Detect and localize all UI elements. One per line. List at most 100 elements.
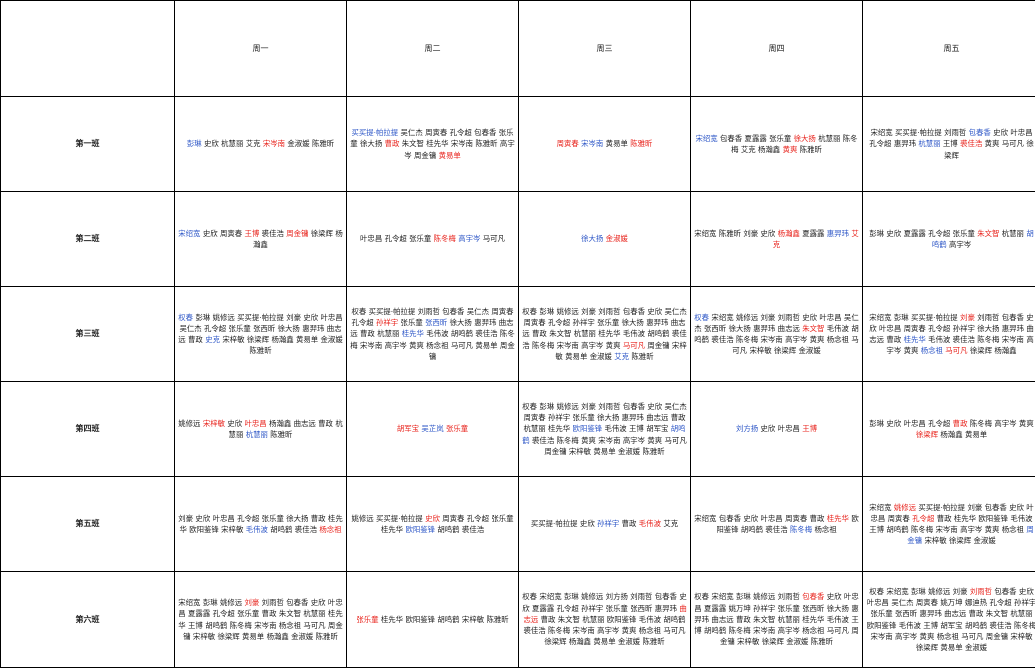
person-name: 史欣 [311, 598, 326, 607]
person-name: 王博 [869, 525, 884, 534]
person-name: 朱文智 [977, 229, 999, 238]
person-name: 金淑媛 [590, 352, 612, 361]
person-name: 黄爽 [409, 341, 424, 350]
person-name: 宋绍宽 [711, 592, 733, 601]
person-name: 孔令超 [928, 324, 950, 333]
person-name: 杭慧丽 [918, 139, 940, 148]
person-name: 金淑媛 [291, 632, 313, 641]
person-name: 朱文智 [279, 609, 301, 618]
person-name: 史欣 [647, 307, 662, 316]
person-name: 裘佳浩 [765, 525, 787, 534]
person-name: 裘佳浩 [960, 139, 982, 148]
person-name: 宋绍宽 [539, 592, 561, 601]
person-name: 杨瀚鑫 [940, 430, 962, 439]
person-name: 宋岑南 [870, 632, 892, 641]
person-name: 毛伟波 [426, 329, 448, 338]
person-name: 毛伟波 [928, 335, 950, 344]
person-name: 陈雅昕 [811, 637, 833, 646]
person-name: 曲志远 [711, 615, 733, 624]
person-name: 毛伟波 [639, 519, 661, 528]
person-name: 张西昕 [802, 604, 824, 613]
person-name: 张乐童 [606, 604, 628, 613]
person-name: 买买提·帕拉提 [531, 519, 578, 528]
person-name: 艾克 [614, 352, 629, 361]
person-name: 彭琳 [187, 139, 202, 148]
person-name: 徐大扬 [360, 139, 382, 148]
person-name: 宋绍宽 [695, 134, 717, 143]
schedule-cell: 买买提·帕拉提 吴仁杰 周寅春 孔令超 包春香 张乐童 徐大扬 曹政 朱文智 桂… [347, 97, 519, 192]
person-name: 黄爽 [622, 626, 637, 635]
person-name: 宋梓敏 [222, 335, 244, 344]
person-name: 马可凡 [665, 436, 687, 445]
person-name: 毛伟波 [246, 525, 268, 534]
person-name: 黄爽 [810, 335, 825, 344]
person-name: 史欣 [1009, 503, 1024, 512]
person-name: 孔令超 [557, 604, 579, 613]
person-name: 陈雅昕 [719, 229, 741, 238]
person-name: 陈雅昕 [249, 346, 271, 355]
person-name: 买买提·帕拉提 [376, 514, 423, 523]
person-name: 徐梁辉 [311, 229, 333, 238]
schedule-cell: 权春 彭琳 姚修远 刘豪 刘雨哲 包春香 史欣 吴仁杰 周寅春 孙祥宇 张乐童 … [519, 382, 691, 477]
person-name: 欧阳鉴锋 [867, 621, 897, 630]
person-name: 吴仁杰 [665, 402, 687, 411]
person-name: 宋岑南 [254, 621, 276, 630]
person-name: 惠羿玮 [1002, 324, 1024, 333]
person-name: 陈冬梅 [911, 525, 933, 534]
person-name: 杭慧丽 [246, 430, 268, 439]
person-name: 徐大扬 [977, 324, 999, 333]
person-name: 姚修远 [557, 307, 579, 316]
person-name: 陈雅昕 [486, 615, 508, 624]
person-name: 宋岑南 [936, 525, 958, 534]
person-name: 金淑媛 [321, 335, 343, 344]
person-name: 陈冬梅 [230, 621, 252, 630]
person-name: 张乐童 [229, 324, 251, 333]
schedule-cell: 权春 宋绍宽 彭琳 姚修远 刘方扬 刘雨哲 包春香 史欣 夏露露 孔令超 孙祥宇… [519, 572, 691, 668]
person-name: 史欣 [802, 313, 817, 322]
shift-row: 第三班权春 彭琳 姚修远 买买提·帕拉提 刘豪 史欣 叶忠昌 吴仁杰 孔令超 张… [1, 287, 1035, 382]
person-name: 高宇岑 [994, 419, 1016, 428]
person-name: 夏露露 [188, 609, 210, 618]
person-name: 周金镛 [286, 229, 308, 238]
person-name: 张西昕 [895, 609, 917, 618]
person-name: 徐大扬 [278, 324, 300, 333]
person-name: 曹政 [311, 514, 326, 523]
person-name: 桂先华 [598, 329, 620, 338]
person-name: 杨念祖 [639, 626, 661, 635]
person-name: 宋绍宽 [869, 503, 891, 512]
person-name: 宋岑南 [557, 341, 579, 350]
person-name: 史欣 [647, 402, 662, 411]
person-name: 孔令超 [385, 234, 407, 243]
person-name: 胡鸣鹤 [704, 626, 726, 635]
person-name: 曲志远 [778, 324, 800, 333]
person-name: 徐梁辉 [916, 430, 938, 439]
person-name: 彭琳 [911, 587, 926, 596]
person-name: 宋梓敏 [221, 525, 243, 534]
person-name: 宋梓敏 [737, 637, 759, 646]
person-name: 高宇岑 [623, 436, 645, 445]
person-name: 杨瀚鑫 [569, 637, 591, 646]
person-name: 裘佳浩 [953, 335, 975, 344]
person-name: 宋岑南 [761, 335, 783, 344]
person-name: 陈冬梅 [977, 335, 999, 344]
person-name: 周寅春 [425, 128, 447, 137]
schedule-cell: 权春 宋绍宽 彭琳 姚修远 刘豪 刘雨哲 包春香 史欣 叶忠昌 吴仁杰 周寅春 … [863, 572, 1035, 668]
person-name: 刘雨哲 [418, 307, 440, 316]
person-name: 陈雅昕 [643, 447, 665, 456]
shift-row: 第二班宋绍宽 史欣 周寅春 王博 裘佳浩 周金镛 徐梁辉 杨瀚鑫叶忠昌 孔令超 … [1, 192, 1035, 287]
person-name: 彭琳 [869, 419, 884, 428]
person-name: 黄易单 [593, 447, 615, 456]
person-name: 周寅春 [904, 324, 926, 333]
person-name: 朱文智 [558, 615, 580, 624]
person-name: 艾克 [663, 519, 678, 528]
person-name: 杭慧丽 [377, 329, 399, 338]
person-name: 史欣 [580, 519, 595, 528]
person-name: 陈雅昕 [630, 139, 652, 148]
person-name: 张乐童 [356, 615, 378, 624]
person-name: 彭琳 [564, 592, 579, 601]
person-name: 刘雨哲 [262, 598, 284, 607]
person-name: 陈雅昕 [800, 145, 822, 154]
person-name: 杨念祖 [815, 525, 837, 534]
person-name: 曹政 [541, 615, 556, 624]
person-name: 包春香 [969, 128, 991, 137]
